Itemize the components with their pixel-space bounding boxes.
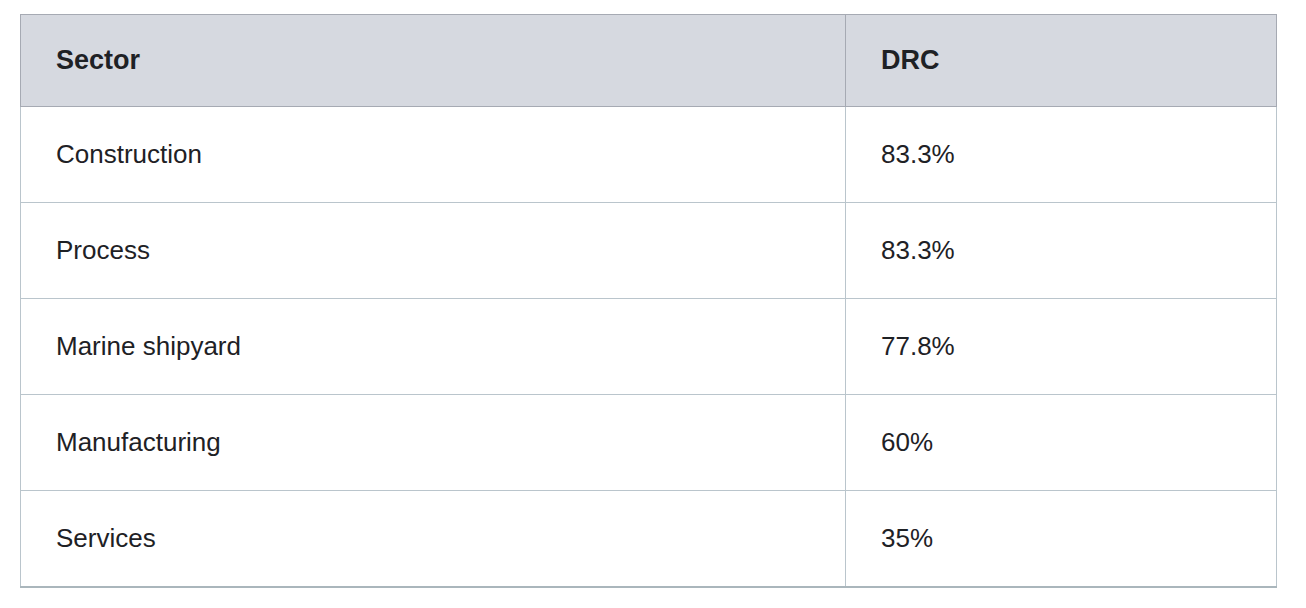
drc-cell: 35%	[846, 491, 1277, 588]
sector-cell: Marine shipyard	[21, 299, 846, 395]
drc-cell: 77.8%	[846, 299, 1277, 395]
table-row: Process 83.3%	[21, 203, 1277, 299]
table-row: Manufacturing 60%	[21, 395, 1277, 491]
sector-cell: Construction	[21, 107, 846, 203]
sector-drc-table-container: Sector DRC Construction 83.3% Process 83…	[20, 14, 1277, 588]
sector-cell: Services	[21, 491, 846, 588]
table-row: Services 35%	[21, 491, 1277, 588]
drc-cell: 83.3%	[846, 203, 1277, 299]
drc-cell: 60%	[846, 395, 1277, 491]
table-row: Construction 83.3%	[21, 107, 1277, 203]
sector-drc-table: Sector DRC Construction 83.3% Process 83…	[20, 14, 1277, 588]
sector-cell: Process	[21, 203, 846, 299]
sector-cell: Manufacturing	[21, 395, 846, 491]
column-header-drc: DRC	[846, 15, 1277, 107]
drc-cell: 83.3%	[846, 107, 1277, 203]
column-header-sector: Sector	[21, 15, 846, 107]
table-header-row: Sector DRC	[21, 15, 1277, 107]
table-row: Marine shipyard 77.8%	[21, 299, 1277, 395]
